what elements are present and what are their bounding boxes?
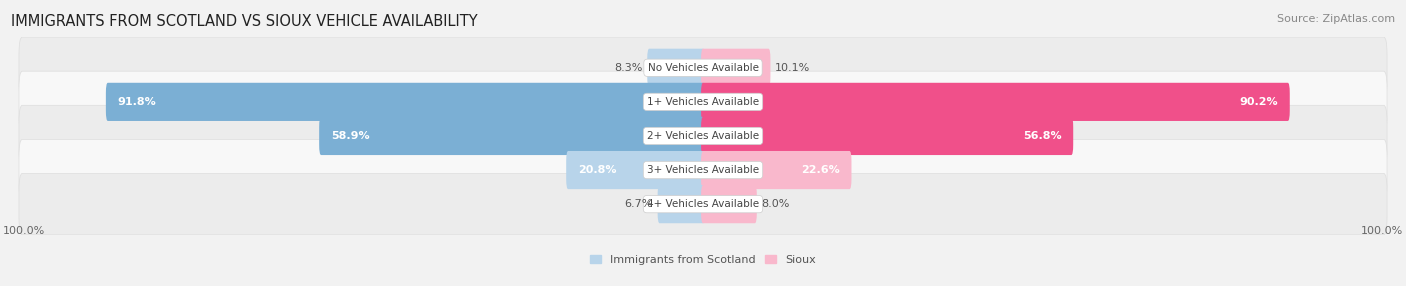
- FancyBboxPatch shape: [567, 151, 704, 189]
- FancyBboxPatch shape: [20, 37, 1386, 98]
- Text: No Vehicles Available: No Vehicles Available: [648, 63, 758, 73]
- FancyBboxPatch shape: [20, 139, 1386, 201]
- FancyBboxPatch shape: [20, 105, 1386, 167]
- Text: 2+ Vehicles Available: 2+ Vehicles Available: [647, 131, 759, 141]
- Text: 56.8%: 56.8%: [1024, 131, 1062, 141]
- Text: Source: ZipAtlas.com: Source: ZipAtlas.com: [1277, 14, 1395, 24]
- Text: 1+ Vehicles Available: 1+ Vehicles Available: [647, 97, 759, 107]
- Legend: Immigrants from Scotland, Sioux: Immigrants from Scotland, Sioux: [591, 255, 815, 265]
- Text: 6.7%: 6.7%: [624, 199, 652, 209]
- FancyBboxPatch shape: [20, 174, 1386, 235]
- Text: 100.0%: 100.0%: [1361, 226, 1403, 236]
- FancyBboxPatch shape: [702, 151, 852, 189]
- Text: 3+ Vehicles Available: 3+ Vehicles Available: [647, 165, 759, 175]
- Text: 100.0%: 100.0%: [3, 226, 45, 236]
- FancyBboxPatch shape: [702, 185, 756, 223]
- Text: 58.9%: 58.9%: [330, 131, 370, 141]
- FancyBboxPatch shape: [702, 49, 770, 87]
- Text: 8.3%: 8.3%: [614, 63, 643, 73]
- Text: 90.2%: 90.2%: [1240, 97, 1278, 107]
- Text: 10.1%: 10.1%: [775, 63, 810, 73]
- Text: 22.6%: 22.6%: [801, 165, 839, 175]
- FancyBboxPatch shape: [105, 83, 704, 121]
- FancyBboxPatch shape: [702, 117, 1073, 155]
- Text: 4+ Vehicles Available: 4+ Vehicles Available: [647, 199, 759, 209]
- FancyBboxPatch shape: [319, 117, 704, 155]
- Text: 91.8%: 91.8%: [118, 97, 156, 107]
- Text: IMMIGRANTS FROM SCOTLAND VS SIOUX VEHICLE AVAILABILITY: IMMIGRANTS FROM SCOTLAND VS SIOUX VEHICL…: [11, 14, 478, 29]
- Text: 20.8%: 20.8%: [578, 165, 616, 175]
- FancyBboxPatch shape: [658, 185, 704, 223]
- Text: 8.0%: 8.0%: [762, 199, 790, 209]
- FancyBboxPatch shape: [647, 49, 704, 87]
- FancyBboxPatch shape: [20, 71, 1386, 132]
- FancyBboxPatch shape: [702, 83, 1289, 121]
